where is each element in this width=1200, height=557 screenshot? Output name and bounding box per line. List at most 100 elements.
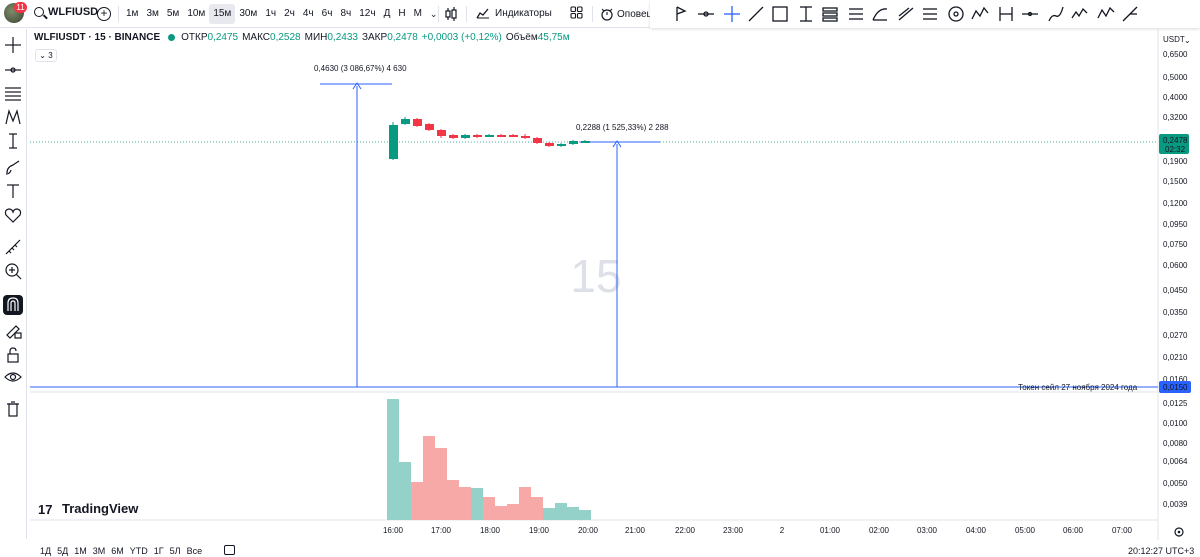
candle-body-10[interactable]: [509, 135, 518, 137]
range-1[interactable]: 5Д: [57, 546, 69, 556]
volume-bar-6: [459, 487, 471, 520]
text-icon[interactable]: [3, 181, 23, 201]
brush-icon[interactable]: [920, 4, 940, 24]
pattern-icon[interactable]: [3, 107, 23, 127]
candle-body-0[interactable]: [389, 125, 398, 159]
indicators-icon: [476, 8, 489, 19]
interval-11[interactable]: 12ч: [359, 8, 376, 19]
fork-icon[interactable]: [672, 4, 692, 24]
elliott-wave-icon[interactable]: [1096, 4, 1116, 24]
long-position-icon[interactable]: [796, 4, 816, 24]
range-2[interactable]: 1М: [74, 546, 87, 556]
interval-0[interactable]: 1м: [126, 8, 139, 19]
range-3[interactable]: 3М: [92, 546, 106, 556]
price-tick-14: 0,0160: [1163, 375, 1188, 384]
trash-icon[interactable]: [3, 399, 23, 419]
calendar-icon[interactable]: [224, 545, 235, 555]
interval-8[interactable]: 4ч: [302, 8, 314, 19]
range-4[interactable]: 6М: [111, 546, 124, 556]
candle-body-13[interactable]: [545, 143, 554, 146]
candle-body-11[interactable]: [521, 136, 530, 138]
legend-collapse-button[interactable]: ⌄ 3: [35, 49, 57, 62]
interval-14[interactable]: М: [413, 8, 422, 19]
lock-brush-icon[interactable]: [3, 319, 23, 339]
regression-icon[interactable]: [896, 4, 916, 24]
fib-retracement-icon[interactable]: [3, 83, 23, 103]
range-7[interactable]: 5Л: [169, 546, 181, 556]
interval-9[interactable]: 6ч: [321, 8, 333, 19]
interval-6[interactable]: 1ч: [265, 8, 277, 19]
interval-10[interactable]: 8ч: [340, 8, 352, 19]
interval-7[interactable]: 2ч: [284, 8, 295, 19]
volume-bar-4: [435, 448, 447, 520]
range-6[interactable]: 1Г: [153, 546, 164, 556]
candle-body-3[interactable]: [425, 124, 434, 130]
horizontal-ray-icon[interactable]: [696, 4, 716, 24]
open-label: ОТКР: [181, 32, 208, 43]
rectangle-icon[interactable]: [770, 4, 790, 24]
interval-5[interactable]: 30м: [239, 8, 258, 19]
crosshair-icon[interactable]: [722, 4, 742, 24]
fib-icon[interactable]: [946, 4, 966, 24]
candle-body-16[interactable]: [581, 141, 590, 143]
brush-icon-2[interactable]: [1070, 4, 1090, 24]
brush-icon[interactable]: [3, 157, 23, 177]
tradingview-logo-mark[interactable]: 17: [38, 502, 52, 517]
path-icon[interactable]: [996, 4, 1016, 24]
trend-line-icon[interactable]: [746, 4, 766, 24]
candle-body-6[interactable]: [461, 135, 470, 138]
horizontal-line-icon[interactable]: [1046, 4, 1066, 24]
candle-body-7[interactable]: [473, 135, 482, 137]
symbol-search-button[interactable]: WLFIUSD: [34, 6, 98, 18]
text-cursor-icon[interactable]: [3, 131, 23, 151]
circle-icon[interactable]: [970, 4, 990, 24]
templates-button[interactable]: [570, 6, 583, 22]
range-5[interactable]: YTD: [129, 546, 148, 556]
range-8[interactable]: Все: [186, 546, 203, 556]
zoom-in-icon[interactable]: [3, 261, 23, 281]
interval-4[interactable]: 15м: [209, 4, 236, 24]
interval-2[interactable]: 5м: [166, 8, 180, 19]
candle-body-4[interactable]: [437, 130, 446, 136]
forecast-icon[interactable]: [1120, 4, 1140, 24]
candle-body-1[interactable]: [401, 119, 410, 124]
range-0[interactable]: 1Д: [40, 546, 52, 556]
horizontal-line-icon[interactable]: [3, 60, 23, 80]
chart-type-button[interactable]: [444, 6, 458, 25]
interval-1[interactable]: 3м: [146, 8, 159, 19]
clock-timezone[interactable]: 20:12:27 UTC+3: [1128, 546, 1195, 556]
price-range-icon[interactable]: [846, 4, 866, 24]
gear-icon[interactable]: [1174, 527, 1184, 537]
date-range-icon[interactable]: [820, 4, 840, 24]
legend-symbol[interactable]: WLFIUSDT · 15 · BINANCE: [34, 32, 161, 43]
interval-12[interactable]: Д: [383, 8, 391, 19]
heart-icon[interactable]: [3, 205, 23, 225]
date-price-range-icon[interactable]: [1020, 4, 1040, 24]
add-symbol-button[interactable]: +: [97, 7, 111, 21]
candle-body-2[interactable]: [413, 119, 422, 126]
candle-body-14[interactable]: [557, 144, 566, 146]
interval-13[interactable]: Н: [398, 8, 406, 19]
chevron-down-icon[interactable]: ⌄: [429, 9, 438, 19]
tradingview-logo-text[interactable]: TradingView: [62, 501, 139, 516]
eye-icon[interactable]: [3, 367, 23, 387]
candle-body-9[interactable]: [497, 135, 506, 137]
alerts-button[interactable]: Оповещ: [600, 7, 655, 21]
time-tick-5: 21:00: [625, 526, 646, 535]
ruler-icon[interactable]: [3, 237, 23, 257]
magnet-icon[interactable]: [3, 295, 23, 315]
volume-bar-10: [507, 504, 519, 520]
candle-body-12[interactable]: [533, 138, 542, 143]
interval-3[interactable]: 10м: [187, 8, 206, 19]
candle-body-15[interactable]: [569, 141, 578, 144]
crosshair-icon[interactable]: [3, 35, 23, 55]
time-tick-6: 22:00: [675, 526, 696, 535]
parallel-channel-icon[interactable]: [870, 4, 890, 24]
candle-body-5[interactable]: [449, 135, 458, 138]
volume-bar-13: [543, 508, 555, 520]
volume-bar-16: [579, 510, 591, 520]
candle-body-8[interactable]: [485, 135, 494, 137]
lock-icon[interactable]: [3, 345, 23, 365]
indicators-button[interactable]: Индикаторы: [476, 7, 552, 19]
